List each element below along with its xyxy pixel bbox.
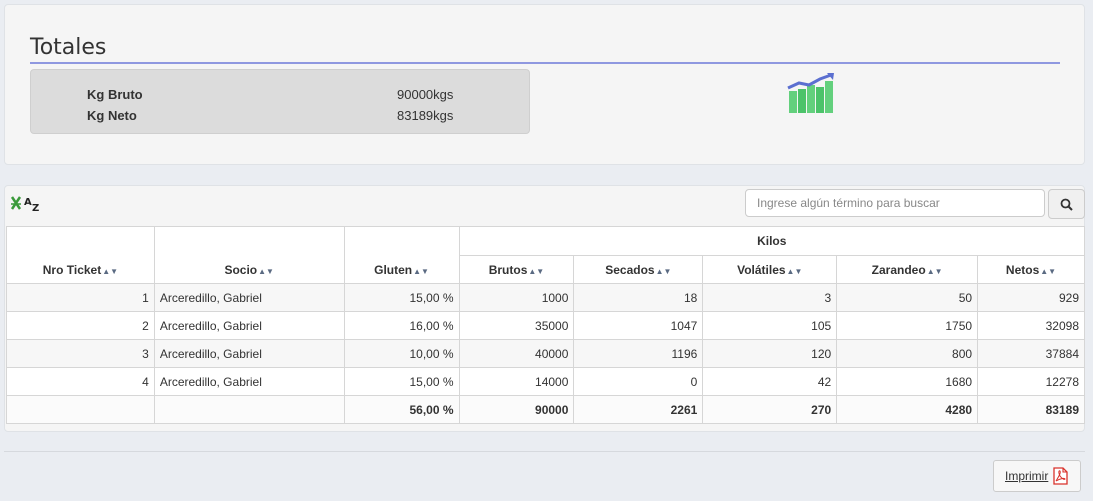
cell-nro: 2 [6, 311, 155, 340]
total-brutos: 90000 [458, 395, 575, 424]
cell-socio: Arceredillo, Gabriel [153, 283, 345, 312]
totales-title: Totales [30, 35, 107, 60]
group-header-kilos: Kilos [458, 226, 1086, 256]
cell-gluten: 15,00 % [343, 367, 460, 396]
cell-volatiles: 105 [702, 311, 838, 340]
cell-netos: 929 [977, 283, 1085, 312]
cell-socio: Arceredillo, Gabriel [153, 339, 345, 368]
table-row[interactable]: 2 Arceredillo, Gabriel 16,00 % 35000 104… [6, 311, 1085, 340]
sort-az-icon[interactable]: A Z [10, 194, 44, 212]
cell-volatiles: 42 [702, 367, 838, 396]
cell-brutos: 40000 [458, 339, 575, 368]
cell-netos: 12278 [977, 367, 1085, 396]
table-row[interactable]: 4 Arceredillo, Gabriel 15,00 % 14000 0 4… [6, 367, 1085, 396]
cell-brutos: 14000 [458, 367, 575, 396]
total-nro [6, 395, 155, 424]
totals-row: 56,00 % 90000 2261 270 4280 83189 [6, 395, 1085, 424]
cell-zarandeo: 1750 [836, 311, 979, 340]
cell-secados: 0 [573, 367, 704, 396]
cell-zarandeo: 800 [836, 339, 979, 368]
title-underline [30, 62, 1060, 64]
cell-netos: 37884 [977, 339, 1085, 368]
col-header-nro-ticket[interactable]: Nro Ticket▲▼ [6, 226, 155, 284]
search-button[interactable] [1048, 189, 1085, 219]
footer-divider [4, 451, 1085, 452]
kg-neto-label: Kg Neto [87, 108, 137, 123]
cell-nro: 4 [6, 367, 155, 396]
sort-arrows-icon[interactable]: ▲▼ [655, 266, 672, 276]
kg-neto-value: 83189kgs [397, 108, 454, 123]
total-gluten: 56,00 % [343, 395, 460, 424]
sort-arrows-icon[interactable]: ▲▼ [786, 266, 803, 276]
cell-volatiles: 3 [702, 283, 838, 312]
kg-bruto-label: Kg Bruto [87, 87, 143, 102]
kg-neto-row: Kg Neto 83189kgs [87, 108, 467, 128]
table-row[interactable]: 3 Arceredillo, Gabriel 10,00 % 40000 119… [6, 339, 1085, 368]
cell-zarandeo: 50 [836, 283, 979, 312]
sort-arrows-icon[interactable]: ▲▼ [102, 267, 119, 276]
cell-zarandeo: 1680 [836, 367, 979, 396]
cell-secados: 18 [573, 283, 704, 312]
kg-bruto-value: 90000kgs [397, 87, 454, 102]
cell-volatiles: 120 [702, 339, 838, 368]
total-zarandeo: 4280 [836, 395, 979, 424]
svg-text:Z: Z [32, 203, 39, 212]
svg-text:A: A [24, 197, 32, 208]
cell-socio: Arceredillo, Gabriel [153, 367, 345, 396]
cell-netos: 32098 [977, 311, 1085, 340]
total-socio [153, 395, 345, 424]
kg-bruto-row: Kg Bruto 90000kgs [87, 87, 467, 107]
sort-arrows-icon[interactable]: ▲▼ [258, 267, 274, 276]
sort-arrows-icon[interactable]: ▲▼ [926, 266, 943, 276]
sort-arrows-icon[interactable]: ▲▼ [1040, 266, 1057, 276]
col-header-gluten[interactable]: Gluten▲▼ [343, 226, 460, 284]
total-secados: 2261 [573, 395, 704, 424]
totales-panel: Totales Kg Bruto 90000kgs Kg Neto 83189k… [4, 4, 1085, 165]
col-header-socio[interactable]: Socio▲▼ [153, 226, 345, 284]
col-header-netos[interactable]: Netos▲▼ [977, 255, 1085, 284]
print-button-label: Imprimir [1005, 469, 1049, 483]
tickets-table: Nro Ticket▲▼ Socio▲▼ Gluten▲▼ Kilos Brut… [6, 226, 1086, 424]
total-netos: 83189 [977, 395, 1085, 424]
cell-secados: 1047 [573, 311, 704, 340]
col-header-secados[interactable]: Secados▲▼ [573, 255, 704, 284]
col-header-zarandeo[interactable]: Zarandeo▲▼ [836, 255, 979, 284]
pdf-icon [1053, 467, 1068, 485]
cell-gluten: 15,00 % [343, 283, 460, 312]
cell-secados: 1196 [573, 339, 704, 368]
sort-arrows-icon[interactable]: ▲▼ [413, 267, 429, 276]
table-row[interactable]: 1 Arceredillo, Gabriel 15,00 % 1000 18 3… [6, 283, 1085, 312]
cell-brutos: 1000 [458, 283, 575, 312]
grid-panel: A Z Nro Ticket▲▼ Socio▲▼ Gluten▲▼ Kilos … [4, 185, 1086, 432]
search-icon [1060, 198, 1073, 211]
cell-brutos: 35000 [458, 311, 575, 340]
search-input[interactable] [745, 189, 1045, 217]
cell-gluten: 16,00 % [343, 311, 460, 340]
totales-summary-box: Kg Bruto 90000kgs Kg Neto 83189kgs [30, 69, 530, 134]
cell-gluten: 10,00 % [343, 339, 460, 368]
sort-arrows-icon[interactable]: ▲▼ [528, 266, 545, 276]
col-header-volatiles[interactable]: Volátiles▲▼ [702, 255, 838, 284]
print-button[interactable]: Imprimir [993, 460, 1081, 492]
col-header-brutos[interactable]: Brutos▲▼ [458, 255, 575, 284]
cell-socio: Arceredillo, Gabriel [153, 311, 345, 340]
cell-nro: 3 [6, 339, 155, 368]
bar-chart-growth-icon [787, 73, 834, 113]
cell-nro: 1 [6, 283, 155, 312]
total-volatiles: 270 [702, 395, 838, 424]
